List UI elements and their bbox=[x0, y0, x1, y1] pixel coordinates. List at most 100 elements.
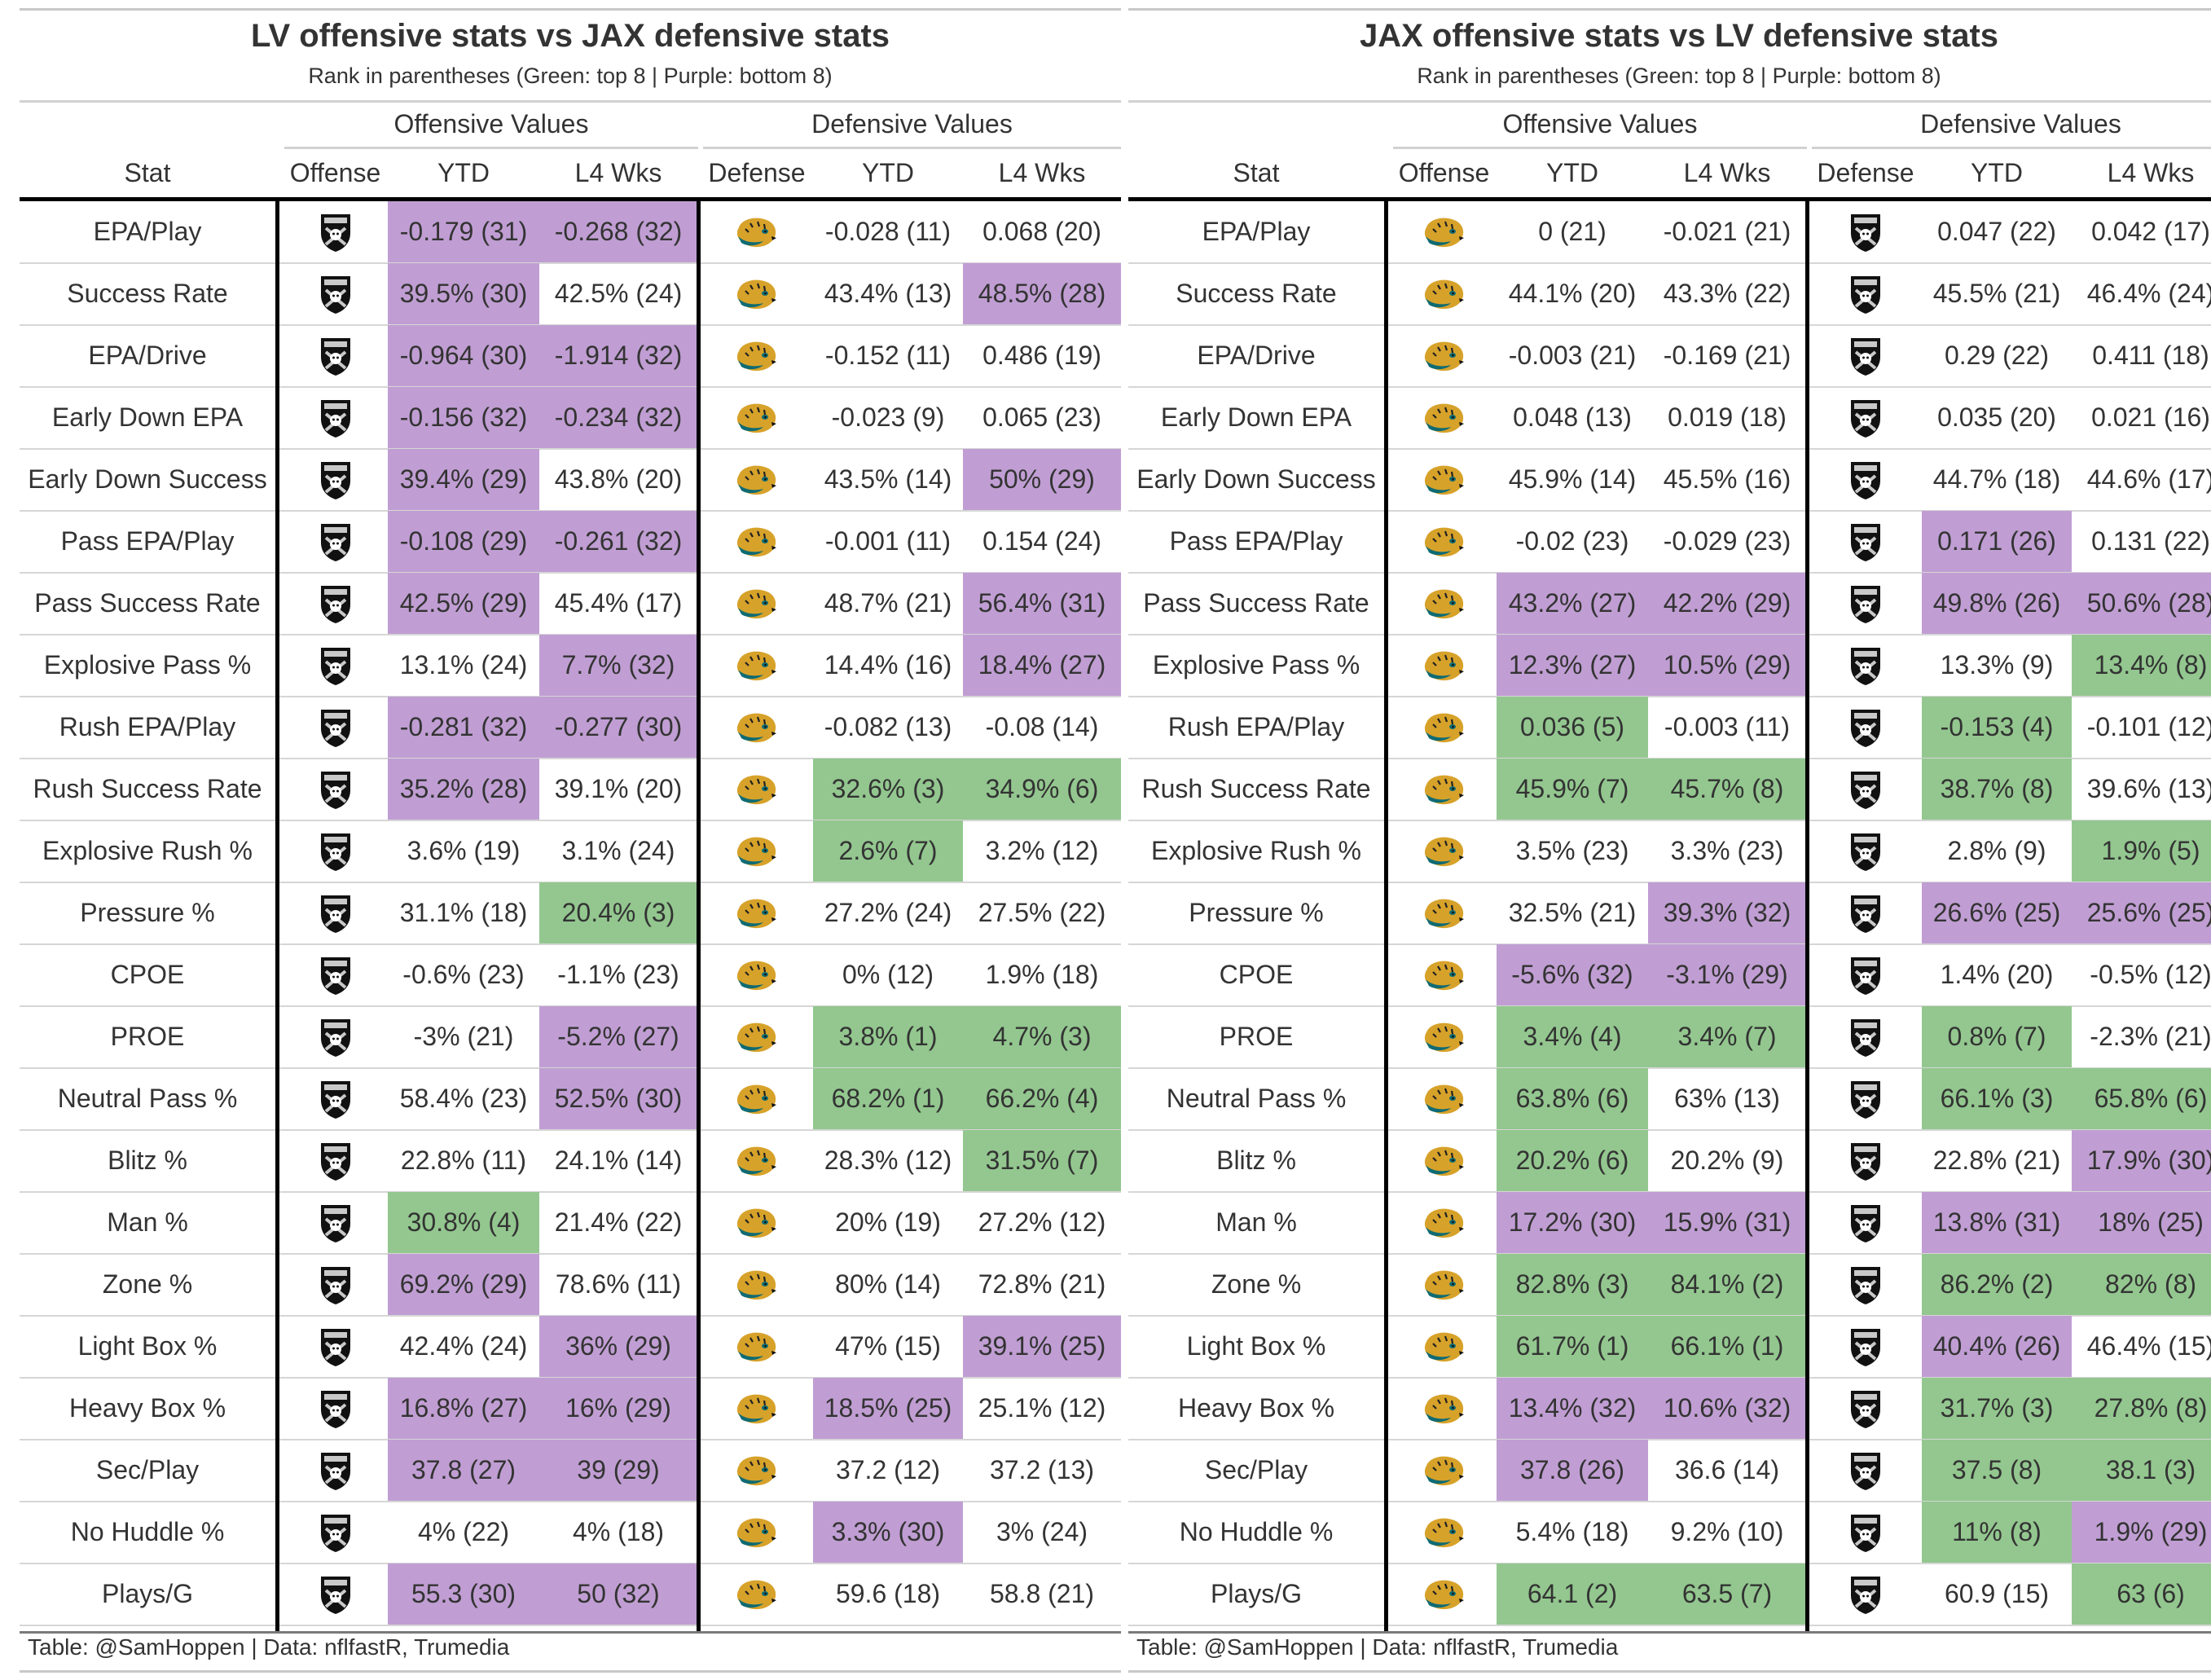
jaguars-head-icon bbox=[736, 341, 776, 371]
offense-team-logo bbox=[280, 201, 390, 262]
defense-l4-value: 1.9% (5) bbox=[2072, 820, 2211, 882]
defense-ytd-value: -0.023 (9) bbox=[831, 402, 945, 432]
table-row: Explosive Pass % 12.3% (27) 10.5% (29) 13.3… bbox=[1128, 635, 2211, 697]
offense-l4-value: 45.7% (8) bbox=[1648, 759, 1806, 820]
offense-l4-value: 78.6% (11) bbox=[555, 1269, 682, 1299]
header-rule bbox=[1128, 197, 2211, 201]
raiders-shield-icon bbox=[320, 647, 350, 685]
jaguars-head-icon bbox=[736, 403, 776, 433]
defense-team-logo bbox=[701, 1378, 813, 1439]
raiders-shield-icon bbox=[320, 399, 350, 438]
defense-ytd-value: 2.6% (7) bbox=[813, 820, 963, 882]
offense-ytd-value: 45.9% (14) bbox=[1508, 464, 1637, 494]
offense-l4-value: -0.029 (23) bbox=[1663, 526, 1791, 556]
table-row: Sec/Play 37.8 (27) 39 (29) 37.2 (12) 37.2 (1… bbox=[20, 1440, 1121, 1502]
defense-team-logo bbox=[701, 1192, 813, 1253]
offensive-values-spanner: Offensive Values bbox=[1502, 109, 1698, 139]
offense-l4-value: -0.234 (32) bbox=[539, 387, 697, 448]
stat-label: Early Down Success bbox=[1136, 464, 1376, 494]
raiders-shield-icon bbox=[1851, 1390, 1880, 1428]
defense-l4-value: 18% (25) bbox=[2072, 1192, 2211, 1253]
defense-l4-value: 46.4% (24) bbox=[2086, 279, 2211, 308]
offense-ytd-value: -0.281 (32) bbox=[388, 697, 539, 758]
offense-ytd-value: 13.1% (24) bbox=[399, 650, 528, 679]
stat-label: Heavy Box % bbox=[1177, 1393, 1335, 1423]
col-header-offense: Offense bbox=[289, 158, 381, 187]
jaguars-head-icon bbox=[1424, 775, 1464, 804]
jaguars-head-icon bbox=[1424, 341, 1464, 371]
defense-l4-value: 0.021 (16) bbox=[2091, 402, 2210, 432]
raiders-shield-icon bbox=[1851, 957, 1880, 995]
table-row: Explosive Rush % 3.5% (23) 3.3% (23) 2.8% (… bbox=[1128, 820, 2211, 883]
table-row: Rush Success Rate 45.9% (7) 45.7% (8) 38.7%… bbox=[1128, 759, 2211, 821]
offense-team-logo bbox=[1389, 882, 1499, 943]
defense-ytd-value: 11% (8) bbox=[1922, 1502, 2072, 1563]
table-row: Pressure % 31.1% (18) 20.4% (3) 27.2% (24) 2… bbox=[20, 882, 1121, 945]
raiders-shield-icon bbox=[320, 523, 350, 561]
raiders-shield-icon bbox=[1851, 1576, 1880, 1614]
jaguars-head-icon bbox=[736, 961, 776, 990]
jaguars-head-icon bbox=[1424, 403, 1464, 433]
defense-ytd-value: -0.028 (11) bbox=[824, 217, 952, 246]
raiders-shield-icon bbox=[320, 585, 350, 623]
table-row: EPA/Drive -0.964 (30) -1.914 (32) -0.152 (1… bbox=[20, 325, 1121, 388]
offense-team-logo bbox=[1389, 573, 1499, 634]
col-header-stat: Stat bbox=[124, 158, 171, 187]
offense-ytd-value: 0 (21) bbox=[1538, 217, 1607, 246]
raiders-shield-icon bbox=[320, 1142, 350, 1181]
offense-team-logo bbox=[1389, 1192, 1499, 1253]
defense-team-logo bbox=[701, 573, 813, 634]
offense-ytd-value: -0.964 (30) bbox=[388, 325, 539, 386]
stat-label: Zone % bbox=[1211, 1269, 1302, 1299]
offense-l4-value: 45.4% (17) bbox=[554, 588, 683, 618]
jaguars-head-icon bbox=[736, 775, 776, 804]
defense-l4-value: 50.6% (28) bbox=[2072, 573, 2211, 634]
raiders-shield-icon bbox=[1851, 771, 1880, 809]
defense-ytd-value: 3.8% (1) bbox=[813, 1006, 963, 1067]
defense-ytd-value: 13.3% (9) bbox=[1940, 650, 2054, 679]
defense-team-logo bbox=[1809, 263, 1922, 324]
col-header-stat: Stat bbox=[1233, 158, 1280, 187]
defense-ytd-value: 0.047 (22) bbox=[1937, 217, 2056, 246]
offense-team-logo bbox=[280, 1006, 390, 1067]
jaguars-head-icon bbox=[1424, 1332, 1464, 1361]
offense-l4-value: 36.6 (14) bbox=[1674, 1455, 1780, 1484]
offense-team-logo bbox=[280, 1068, 390, 1129]
defense-l4-value: -0.08 (14) bbox=[985, 712, 1099, 741]
defense-ytd-value: 0.035 (20) bbox=[1937, 402, 2056, 432]
table-row: Blitz % 22.8% (11) 24.1% (14) 28.3% (12) 31.… bbox=[20, 1130, 1121, 1193]
raiders-shield-icon bbox=[1851, 1142, 1880, 1181]
offense-team-logo bbox=[1389, 511, 1499, 572]
table-row: Early Down Success 45.9% (14) 45.5% (16) 44… bbox=[1128, 449, 2211, 512]
raiders-shield-icon bbox=[1851, 337, 1880, 376]
jaguars-head-icon bbox=[736, 1518, 776, 1547]
defense-team-logo bbox=[1809, 1502, 1922, 1563]
col-header-offense: Offense bbox=[1398, 158, 1490, 187]
stat-label: Rush Success Rate bbox=[33, 774, 262, 803]
raiders-shield-icon bbox=[1851, 461, 1880, 499]
table-row: Success Rate 44.1% (20) 43.3% (22) 45.5% (2… bbox=[1128, 263, 2211, 326]
defense-ytd-value: -0.152 (11) bbox=[824, 341, 952, 370]
jaguars-head-icon bbox=[736, 589, 776, 618]
stat-label: PROE bbox=[1219, 1022, 1294, 1051]
offense-ytd-value: 13.4% (32) bbox=[1497, 1378, 1648, 1439]
stat-label: No Huddle % bbox=[70, 1517, 225, 1546]
defense-ytd-value: 20% (19) bbox=[835, 1207, 941, 1237]
defense-team-logo bbox=[701, 1130, 813, 1191]
defense-ytd-value: 0.171 (26) bbox=[1922, 511, 2072, 572]
defense-l4-value: 34.9% (6) bbox=[963, 759, 1121, 820]
stat-label: CPOE bbox=[110, 960, 185, 989]
defense-l4-value: 3% (24) bbox=[996, 1517, 1088, 1546]
defense-team-logo bbox=[1809, 820, 1922, 882]
offense-l4-value: -0.021 (21) bbox=[1663, 217, 1791, 246]
defense-ytd-value: -0.001 (11) bbox=[824, 526, 952, 556]
defense-ytd-value: 0% (12) bbox=[842, 960, 934, 989]
defense-team-logo bbox=[701, 449, 813, 510]
offense-team-logo bbox=[1389, 635, 1499, 696]
offense-ytd-value: 37.8 (26) bbox=[1497, 1440, 1648, 1501]
subtitle-rule bbox=[20, 100, 1121, 103]
jaguars-head-icon bbox=[1424, 218, 1464, 247]
defense-l4-value: 4.7% (3) bbox=[963, 1006, 1121, 1067]
defense-team-logo bbox=[701, 1254, 813, 1315]
raiders-shield-icon bbox=[1851, 1514, 1880, 1552]
